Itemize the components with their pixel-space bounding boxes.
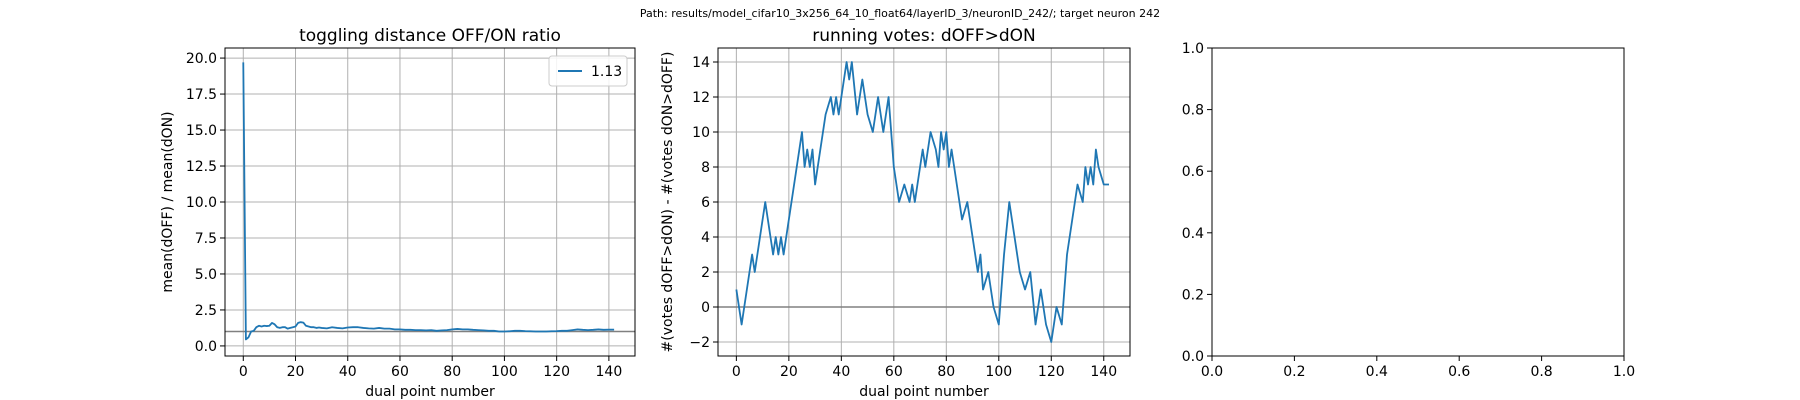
y-tick-label: 0.6 [1182,164,1204,180]
panel-0: 0 20 40 60 80 100 120 140 0.0 2.5 5.0 7.5 10.0 12.5 15… [160,26,636,400]
x-tick-label: 0.4 [1366,364,1388,380]
x-tick-label: 1.0 [1613,364,1635,380]
x-axis-label: dual point number [365,384,495,400]
x-tick-label: 80 [937,364,955,380]
y-tick-label: 8 [701,160,710,176]
y-tick-label: 4 [701,230,710,246]
x-tick-label: 0.8 [1530,364,1552,380]
y-tick-label: 10 [692,125,710,141]
x-tick-label: 40 [832,364,850,380]
x-tick-label: 40 [339,364,357,380]
x-axis-label: dual point number [859,384,989,400]
x-tick-label: 120 [543,364,570,380]
y-tick-label: 14 [692,55,710,71]
y-tick-label: 12 [692,90,710,106]
y-tick-label: 0 [701,300,710,316]
y-tick-label: 10.0 [186,195,217,211]
y-tick-label: 15.0 [186,123,217,139]
legend-box [548,55,628,87]
y-tick-label: 1.0 [1182,41,1204,57]
x-tick-label: 100 [985,364,1012,380]
y-tick-label: 0.8 [1182,103,1204,119]
y-tick-label: 5.0 [195,267,217,283]
axes-frame [1211,47,1625,357]
x-tick-label: 60 [391,364,409,380]
panel-1: 0 20 40 60 80 100 120 140 −2 0 2 4 6 8 10 12 14 running v… [660,26,1131,400]
y-tick-label: 17.5 [186,87,217,103]
y-tick-label: 0.0 [195,339,217,355]
y-tick-label: 0.0 [1182,349,1204,365]
x-tick-label: 20 [780,364,798,380]
x-tick-label: 20 [287,364,305,380]
y-tick-label: 20.0 [186,51,217,67]
y-axis-label: mean(dOFF) / mean(dON) [160,111,176,292]
x-tick-label: 140 [596,364,623,380]
figure-suptitle: Path: results/model_cifar10_3x256_64_10_… [640,7,1160,20]
x-tick-label: 0 [732,364,741,380]
x-tick-label: 120 [1038,364,1065,380]
y-tick-label: −2 [689,335,710,351]
y-tick-label: 6 [701,195,710,211]
y-tick-label: 2 [701,265,710,281]
y-tick-label: 12.5 [186,159,217,175]
x-tick-label: 0 [239,364,248,380]
x-tick-label: 100 [491,364,518,380]
y-tick-label: 2.5 [195,303,217,319]
y-axis-label: #(votes dOFF>dON) - #(votes dON>dOFF) [660,52,676,353]
series-line-0 [735,61,1110,343]
x-tick-label: 0.2 [1283,364,1305,380]
legend-label: 1.13 [591,64,622,80]
x-tick-label: 0.6 [1448,364,1470,380]
x-tick-label: 60 [885,364,903,380]
panel-2: 0.0 0.2 0.4 0.6 0.8 1.0 0.0 0.2 0.4 0.6 0.8 1.0 [1182,41,1635,380]
y-tick-label: 7.5 [195,231,217,247]
x-tick-label: 0.0 [1201,364,1223,380]
chart-title: toggling distance OFF/ON ratio [299,26,561,46]
series-line-0 [242,62,615,341]
chart-title: running votes: dOFF>dON [812,26,1035,46]
x-tick-label: 140 [1090,364,1117,380]
y-tick-label: 0.2 [1182,287,1204,303]
y-tick-label: 0.4 [1182,226,1204,242]
x-tick-label: 80 [443,364,461,380]
legend: 1.13 [548,55,628,87]
